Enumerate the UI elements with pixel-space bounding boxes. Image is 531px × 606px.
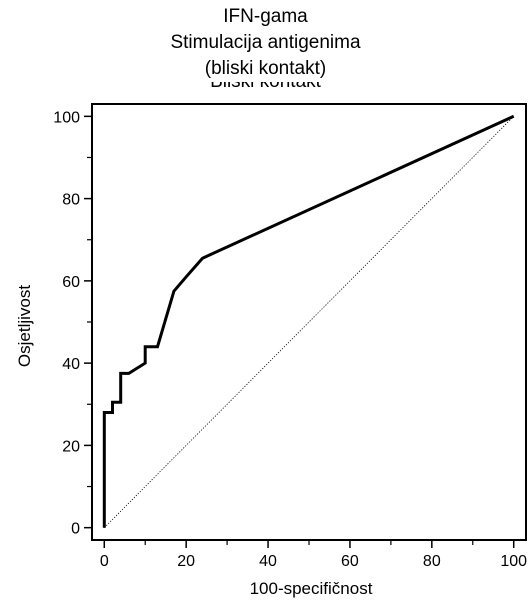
plot-frame <box>91 103 527 541</box>
y-tick-label: 60 <box>62 274 80 291</box>
chart-title-line-3: (bliski kontakt) <box>204 58 327 79</box>
x-axis-label: 100-specifičnost <box>250 579 373 598</box>
x-tick-label: 80 <box>423 553 441 570</box>
y-axis-label: Osjetljivost <box>15 285 34 367</box>
y-tick-label: 20 <box>62 438 80 455</box>
y-tick-label: 0 <box>71 521 80 538</box>
chart-title-line-1: IFN-gama <box>223 6 308 27</box>
y-tick-label: 80 <box>62 192 80 209</box>
chart-title-obscured: Bliski kontakt <box>0 82 531 94</box>
y-tick-label: 40 <box>62 356 80 373</box>
roc-curve-line <box>102 114 515 528</box>
x-tick-label: 100 <box>500 553 527 570</box>
x-tick-label: 0 <box>100 553 109 570</box>
x-tick-label: 40 <box>259 553 277 570</box>
x-tick-label: 20 <box>177 553 195 570</box>
chart-title-obscured-text: Bliski kontakt <box>210 82 321 92</box>
chart-title-line-2: Stimulacija antigenima <box>170 32 361 53</box>
y-tick-label: 100 <box>53 109 80 126</box>
x-tick-label: 60 <box>341 553 359 570</box>
